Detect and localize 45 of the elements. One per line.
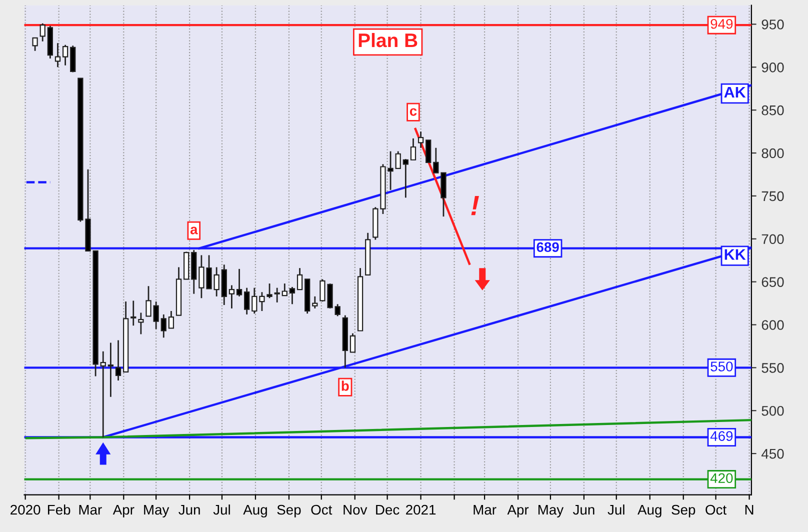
y-tick-label: 950 xyxy=(762,20,784,30)
y-tick-label: 800 xyxy=(762,148,784,158)
y-tick-label: 450 xyxy=(761,448,784,459)
x-tick-label: Oct xyxy=(311,504,332,515)
y-tick-label: 650 xyxy=(762,277,784,287)
annotation: c xyxy=(410,108,417,116)
ref-line-label: 469 xyxy=(710,431,733,441)
x-tick-label: Mar xyxy=(79,504,102,515)
y-tick-label: 600 xyxy=(762,320,784,330)
series-label: KK xyxy=(724,249,746,260)
x-tick-label: Feb xyxy=(48,504,70,515)
x-tick-label: Mar xyxy=(474,504,496,515)
ref-line-label: 420 xyxy=(710,473,733,484)
y-tick-label: 750 xyxy=(762,191,784,202)
x-tick-label: Jul xyxy=(608,504,624,515)
y-tick-label: 700 xyxy=(762,234,784,244)
x-tick-label: Aug xyxy=(638,504,662,518)
x-tick-label: May xyxy=(144,504,170,518)
x-tick-label: Aug xyxy=(243,504,267,518)
x-tick-label: 2020 xyxy=(10,504,40,515)
x-tick-label: Oct xyxy=(706,504,726,515)
x-tick-label: N xyxy=(745,504,754,515)
x-tick-label: Jul xyxy=(213,504,230,515)
x-tick-label: Sep xyxy=(672,504,696,518)
y-tick-label: 500 xyxy=(762,406,784,416)
y-tick-label: 900 xyxy=(762,62,784,72)
x-tick-label: Sep xyxy=(277,504,301,518)
x-tick-label: 2021 xyxy=(406,504,436,515)
x-tick-label: Jun xyxy=(178,504,200,515)
annotation: a xyxy=(190,226,198,234)
ref-line-label: 550 xyxy=(710,362,733,372)
x-tick-label: May xyxy=(538,504,564,518)
x-tick-label: Jun xyxy=(572,504,594,515)
x-tick-label: Apr xyxy=(507,504,529,518)
annotation: Plan B xyxy=(358,32,418,48)
y-tick-label: 850 xyxy=(762,105,784,116)
annotation: b xyxy=(342,380,349,391)
x-tick-label: Apr xyxy=(112,504,134,518)
ref-line-label: 949 xyxy=(710,18,733,29)
x-tick-label: Dec xyxy=(376,504,400,515)
annotation: ! xyxy=(471,196,479,216)
ref-line-label: 689 xyxy=(536,242,559,252)
series-label: AK xyxy=(724,86,746,98)
y-tick-label: 550 xyxy=(762,363,784,373)
x-tick-label: Nov xyxy=(344,504,368,515)
